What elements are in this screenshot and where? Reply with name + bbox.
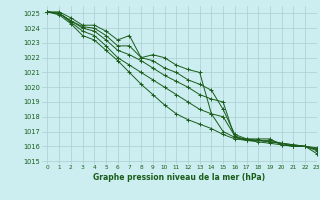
X-axis label: Graphe pression niveau de la mer (hPa): Graphe pression niveau de la mer (hPa) [93, 173, 265, 182]
